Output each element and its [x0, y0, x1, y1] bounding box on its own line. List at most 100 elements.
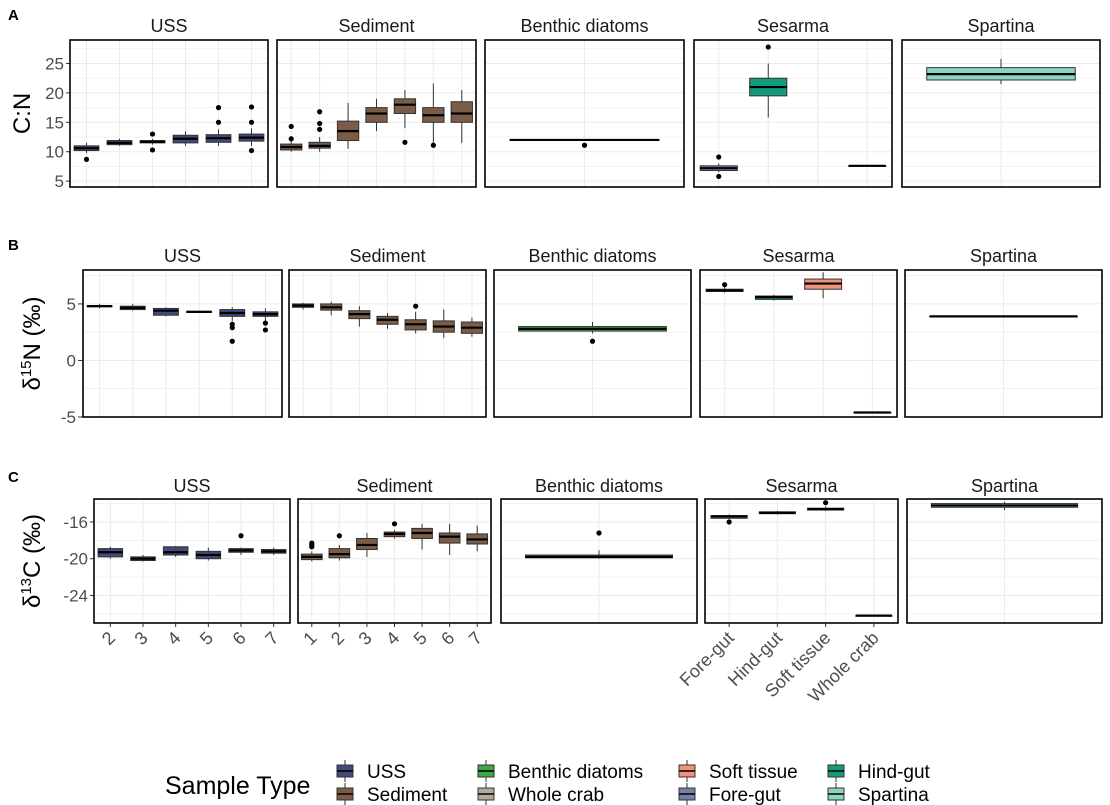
- box-spartina: [930, 501, 1079, 511]
- outlier-point: [248, 119, 255, 125]
- box-2: [97, 546, 124, 559]
- facet-benthic-diatoms: Benthic diatoms: [484, 16, 685, 188]
- box-4: [162, 545, 189, 557]
- box-4: [139, 131, 166, 153]
- y-tick-label: -16: [63, 513, 88, 532]
- facet-title: Sesarma: [762, 246, 835, 266]
- legend-label: Fore-gut: [709, 785, 782, 805]
- outlier-point: [391, 521, 398, 527]
- box-body: [393, 98, 417, 115]
- x-tick-label: 6: [437, 628, 458, 649]
- facet-border: [93, 498, 291, 624]
- box-2: [308, 109, 331, 152]
- outlier-point: [248, 104, 255, 110]
- facet-border: [699, 269, 898, 418]
- y-tick-label: -24: [63, 586, 88, 605]
- box-fore-gut: [705, 282, 744, 293]
- y-tick-label: 10: [45, 143, 64, 162]
- legend-label: USS: [367, 762, 406, 783]
- box-2: [328, 533, 351, 561]
- facet-sediment: Sediment 1 2 3 4 5 6 7: [297, 476, 492, 649]
- legend-title: Sample Type: [165, 772, 310, 800]
- box-body: [438, 532, 461, 544]
- box-6: [205, 105, 232, 146]
- box-whole-crab: [853, 411, 892, 414]
- box-1: [292, 302, 315, 310]
- outlier-point: [716, 173, 722, 180]
- box-spartina: [926, 58, 1076, 85]
- legend-label: Whole crab: [508, 785, 604, 805]
- facet-title: Sesarma: [765, 476, 838, 496]
- outlier-point: [149, 147, 156, 153]
- box-hind-gut: [754, 294, 793, 301]
- box-3: [336, 102, 360, 149]
- panel-letter: A: [8, 7, 19, 24]
- outlier-point: [262, 320, 269, 326]
- box-7: [450, 89, 473, 143]
- box-1: [280, 123, 303, 152]
- facet-border: [69, 39, 269, 188]
- x-tick-label: 2: [327, 628, 348, 649]
- box-7: [260, 547, 287, 556]
- outlier-point: [215, 105, 222, 111]
- outlier-point: [83, 156, 90, 162]
- facet-title: Benthic diatoms: [520, 16, 648, 36]
- facet-title: Sediment: [349, 246, 425, 266]
- facet-border: [704, 498, 899, 624]
- box-body: [162, 546, 189, 556]
- box-6: [219, 307, 246, 344]
- legend-item: Whole crab: [477, 783, 604, 805]
- x-tick-label: 3: [355, 628, 376, 649]
- facet-border: [82, 269, 283, 418]
- outlier-point: [336, 533, 342, 539]
- legend-label: Sediment: [367, 785, 448, 805]
- legend-item: Hind-gut: [827, 760, 931, 783]
- box-3: [130, 555, 156, 562]
- outlier-point: [149, 131, 156, 137]
- box-body: [365, 107, 388, 123]
- legend-label: Soft tissue: [709, 762, 798, 783]
- facet-title: Sediment: [338, 16, 414, 36]
- outlier-point: [238, 533, 244, 539]
- box-4: [376, 312, 399, 329]
- x-tick-label: 3: [131, 628, 152, 649]
- box-2: [73, 142, 100, 162]
- box-body: [152, 307, 179, 316]
- facet-sediment: Sediment: [276, 16, 477, 188]
- box-fore-gut: [710, 514, 748, 525]
- box-5: [404, 303, 427, 334]
- box-whole-crab: [855, 614, 893, 617]
- facet-title: USS: [173, 476, 210, 496]
- x-tick-label: 1: [299, 628, 320, 649]
- facet-border: [500, 498, 698, 624]
- facet-title: USS: [164, 246, 201, 266]
- facet-sesarma: Sesarma: [693, 16, 893, 188]
- outlier-point: [430, 142, 436, 148]
- box-2: [320, 301, 343, 316]
- outlier-point: [229, 325, 235, 331]
- facet-border: [904, 269, 1103, 418]
- outlier-point: [317, 120, 323, 127]
- box-5: [411, 523, 433, 550]
- facet-benthic-diatoms: Benthic diatoms: [493, 246, 692, 418]
- outlier-point: [229, 338, 235, 344]
- box-benthic-diatoms: [518, 322, 667, 344]
- outlier-point: [596, 530, 602, 536]
- panel-letter: C: [8, 469, 19, 486]
- y-axis-title: δ13C (‰): [18, 514, 46, 608]
- y-tick-label: 5: [55, 172, 64, 191]
- x-tick-label: 4: [382, 628, 403, 649]
- y-tick-label: 20: [45, 84, 64, 103]
- outlier-point: [716, 154, 722, 160]
- facet-title: Benthic diatoms: [535, 476, 663, 496]
- box-4: [365, 98, 388, 132]
- box-3: [119, 303, 146, 311]
- box-benthic-diatoms: [509, 138, 660, 148]
- facet-title: Sesarma: [757, 16, 830, 36]
- box-6: [432, 309, 455, 338]
- facet-uss: USS: [69, 16, 269, 188]
- x-tick-label: 5: [196, 628, 217, 649]
- box-benthic-diatoms: [525, 530, 673, 559]
- facet-border: [693, 39, 893, 188]
